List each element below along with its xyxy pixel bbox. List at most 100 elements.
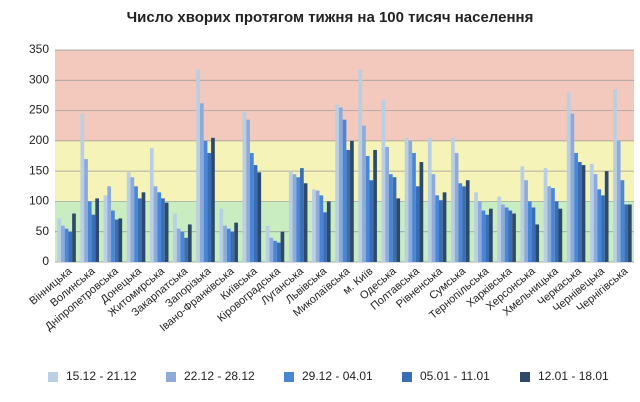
bar: [87, 201, 92, 262]
legend-swatch: [284, 372, 294, 382]
bar: [369, 180, 374, 262]
bar: [551, 188, 555, 262]
bar: [624, 204, 628, 262]
bar: [303, 183, 308, 262]
legend-swatch: [166, 372, 176, 382]
legend-label: 15.12 - 21.12: [66, 369, 137, 383]
bar: [61, 225, 65, 262]
bar: [164, 202, 169, 262]
bar: [199, 103, 204, 262]
legend-swatch: [402, 372, 412, 382]
bar: [597, 189, 602, 262]
bar: [187, 224, 192, 262]
bar: [381, 99, 386, 262]
legend-swatch: [520, 372, 530, 382]
bar: [365, 156, 370, 262]
bar: [520, 166, 525, 262]
bar: [593, 174, 598, 262]
bar: [373, 149, 377, 262]
bar: [474, 192, 478, 262]
bar: [451, 137, 455, 262]
bar: [392, 177, 397, 262]
bar: [184, 237, 188, 262]
chart-title: Число хворих протягом тижня на 100 тисяч…: [127, 9, 534, 26]
bar: [465, 180, 470, 262]
bar: [358, 69, 363, 262]
y-tick-label: 100: [29, 194, 49, 208]
bar: [219, 208, 224, 262]
legend-label: 05.01 - 11.01: [420, 369, 490, 383]
bar: [616, 140, 621, 262]
bar: [427, 137, 432, 262]
bar: [388, 174, 393, 262]
bar: [535, 224, 540, 262]
bar: [103, 195, 108, 262]
bar: [72, 213, 76, 262]
bar: [250, 152, 254, 262]
bar: [481, 210, 486, 262]
bar: [180, 231, 185, 262]
bar: [157, 192, 162, 262]
y-tick-label: 0: [42, 254, 49, 268]
bar: [566, 92, 571, 263]
bar: [574, 152, 578, 262]
bar: [265, 225, 270, 262]
bar: [454, 152, 459, 262]
legend-label: 29.12 - 04.01: [302, 369, 373, 383]
bar: [508, 210, 513, 262]
bar: [412, 152, 416, 262]
bar: [296, 177, 301, 262]
bar: [338, 107, 343, 263]
bar: [319, 195, 324, 262]
bar: [396, 198, 401, 262]
bar: [581, 165, 586, 262]
bar: [230, 231, 235, 262]
bar: [134, 186, 138, 262]
bar: [404, 137, 409, 262]
bar: [512, 213, 516, 262]
bar: [458, 183, 463, 262]
bar: [64, 228, 69, 262]
bar: [253, 165, 258, 262]
bar: [543, 168, 548, 262]
bar: [547, 186, 552, 262]
bar: [524, 180, 528, 262]
bar: [577, 162, 582, 262]
bar: [335, 104, 339, 262]
bar: [176, 228, 181, 262]
bar: [273, 240, 277, 262]
bar: [485, 214, 490, 262]
bar: [627, 204, 632, 262]
bar: [589, 163, 594, 262]
bar: [312, 189, 316, 262]
bar: [257, 172, 262, 262]
bar: [531, 207, 536, 262]
bar: [570, 113, 575, 262]
y-tick-label: 50: [36, 224, 50, 238]
bar: [326, 201, 331, 262]
y-tick-label: 150: [29, 163, 49, 177]
bar: [323, 212, 327, 262]
bar: [438, 200, 443, 262]
bar: [118, 218, 123, 262]
bar: [107, 186, 112, 262]
bar: [246, 119, 251, 263]
bar: [342, 119, 347, 263]
legend-swatch: [48, 372, 58, 382]
bar: [419, 162, 424, 262]
bar: [501, 204, 505, 262]
bar: [350, 140, 354, 262]
bar: [462, 186, 466, 262]
bar: [153, 186, 158, 262]
bar: [173, 213, 177, 262]
bar: [504, 207, 509, 262]
bar: [203, 140, 208, 262]
bar: [269, 237, 274, 262]
legend-label: 22.12 - 28.12: [184, 369, 255, 383]
bar: [431, 174, 436, 262]
bar: [489, 208, 493, 262]
bar: [408, 140, 413, 262]
bar: [242, 111, 247, 262]
bar: [95, 198, 100, 262]
